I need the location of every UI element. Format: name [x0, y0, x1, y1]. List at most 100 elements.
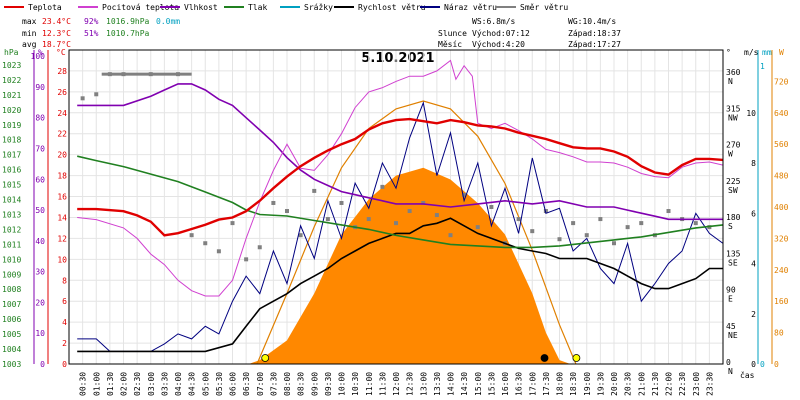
rain-tick-0: 0: [760, 360, 765, 369]
wind-dir-point: [380, 184, 385, 189]
wind-dir-point: [693, 221, 698, 226]
time-tick-13: 07:00: [256, 372, 265, 396]
legend: Teplota Pocitová teplota Vlhkost Tlak Srážky…: [4, 3, 568, 12]
series-temperature: [77, 117, 724, 237]
temp-tick-8: 8: [62, 276, 67, 285]
wind-unit: m/s: [744, 48, 759, 57]
temp-tick-0: 0: [62, 360, 67, 369]
hpa-tick-1005: 1005: [2, 330, 21, 339]
moonset-marker: [540, 354, 549, 362]
temp-tick-28: 28: [57, 67, 67, 76]
stats-min-hum: 51%: [84, 29, 99, 38]
solar-tick-640: 640: [774, 109, 789, 118]
stats-max-label: max: [22, 17, 37, 26]
time-tick-37: 19:00: [583, 372, 592, 396]
stats-max-rain: 0.0mm: [156, 17, 180, 26]
temp-tick-24: 24: [57, 109, 67, 118]
hpa-tick-1003: 1003: [2, 360, 21, 369]
wind-dir-point: [666, 209, 671, 214]
pct-tick-30: 30: [35, 268, 45, 277]
wind-dir-point: [366, 217, 371, 222]
stats-min-label: min: [22, 29, 37, 38]
stats-min-press: 1010.7hPa: [106, 29, 150, 38]
stats-max-temp: 23.4°C: [42, 17, 71, 26]
solar-tick-160: 160: [774, 297, 789, 306]
wind-tick-8: 8: [751, 159, 756, 168]
time-tick-45: 23:00: [692, 372, 701, 396]
time-tick-12: 06:30: [242, 372, 251, 396]
dir-label-7: NW: [728, 113, 738, 122]
dir-tick-6: 270: [726, 141, 741, 150]
solar-unit: W: [779, 48, 784, 57]
wind-dir-point: [557, 237, 562, 242]
time-tick-10: 05:30: [215, 372, 224, 396]
stats-moonset: Západ:17:27: [568, 40, 621, 49]
wind-dir-point: [475, 225, 480, 230]
wind-dir-point: [339, 200, 344, 205]
dir-label-4: S: [728, 222, 733, 231]
dir-tick-3: 135: [726, 249, 741, 258]
solar-tick-400: 400: [774, 203, 789, 212]
chart-title: 5.10.2021: [361, 51, 434, 66]
solar-tick-80: 80: [774, 329, 784, 338]
pct-tick-40: 40: [35, 237, 45, 246]
hpa-tick-1020: 1020: [2, 106, 21, 115]
pct-tick-90: 90: [35, 83, 45, 92]
wind-dir-point: [230, 221, 235, 226]
wind-dir-point: [216, 249, 221, 254]
wind-dir-point: [543, 209, 548, 214]
time-tick-31: 16:00: [501, 372, 510, 396]
dir-label-8: N: [728, 77, 733, 86]
time-tick-25: 13:00: [419, 372, 428, 396]
time-tick-3: 02:00: [120, 372, 129, 396]
time-tick-11: 06:00: [229, 372, 238, 396]
temp-tick-22: 22: [57, 130, 67, 139]
time-tick-5: 03:00: [147, 372, 156, 396]
time-tick-7: 04:00: [174, 372, 183, 396]
hpa-tick-1011: 1011: [2, 240, 21, 249]
solar-tick-720: 720: [774, 77, 789, 86]
stats-moonrise: Východ:4:20: [472, 40, 525, 49]
hpa-tick-1008: 1008: [2, 285, 21, 294]
hpa-tick-1017: 1017: [2, 151, 21, 160]
wind-dir-point: [448, 233, 453, 238]
dir-label-0: N: [728, 367, 733, 376]
dir-label-1: NE: [728, 331, 738, 340]
dir-tick-0: 0: [726, 358, 731, 367]
dir-label-6: W: [728, 150, 733, 159]
time-tick-42: 21:30: [651, 372, 660, 396]
temp-tick-4: 4: [62, 318, 67, 327]
hpa-tick-1007: 1007: [2, 300, 21, 309]
time-tick-4: 02:30: [133, 372, 142, 396]
plot-frame: [68, 49, 724, 365]
wind-dir-point: [394, 221, 398, 226]
wind-dir-point: [598, 217, 603, 222]
time-tick-34: 17:30: [542, 372, 551, 396]
dir-label-5: SW: [728, 186, 738, 195]
time-tick-23: 12:00: [392, 372, 401, 396]
time-tick-43: 22:00: [665, 372, 674, 396]
time-tick-2: 01:30: [106, 372, 115, 396]
wind-dir-point: [516, 217, 521, 222]
wind-dir-point: [434, 213, 439, 218]
hpa-tick-1021: 1021: [2, 91, 21, 100]
wind-dir-point: [257, 245, 262, 250]
time-tick-46: 23:30: [705, 372, 714, 396]
time-tick-9: 05:00: [201, 372, 210, 396]
wind-dir-point: [80, 96, 85, 101]
stats-max-press: 1016.9hPa: [106, 17, 150, 26]
time-tick-21: 11:00: [365, 372, 374, 396]
series-feels-like: [77, 59, 724, 297]
time-tick-36: 18:30: [569, 372, 578, 396]
time-tick-41: 21:00: [637, 372, 646, 396]
hpa-tick-1013: 1013: [2, 210, 21, 219]
pct-tick-10: 10: [35, 329, 45, 338]
pct-tick-20: 20: [35, 298, 45, 307]
time-tick-27: 14:00: [447, 372, 456, 396]
hpa-tick-1019: 1019: [2, 121, 21, 130]
series-pressure: [77, 155, 724, 249]
solar-tick-240: 240: [774, 266, 789, 275]
temp-tick-2: 2: [62, 339, 67, 348]
hpa-tick-1006: 1006: [2, 315, 21, 324]
